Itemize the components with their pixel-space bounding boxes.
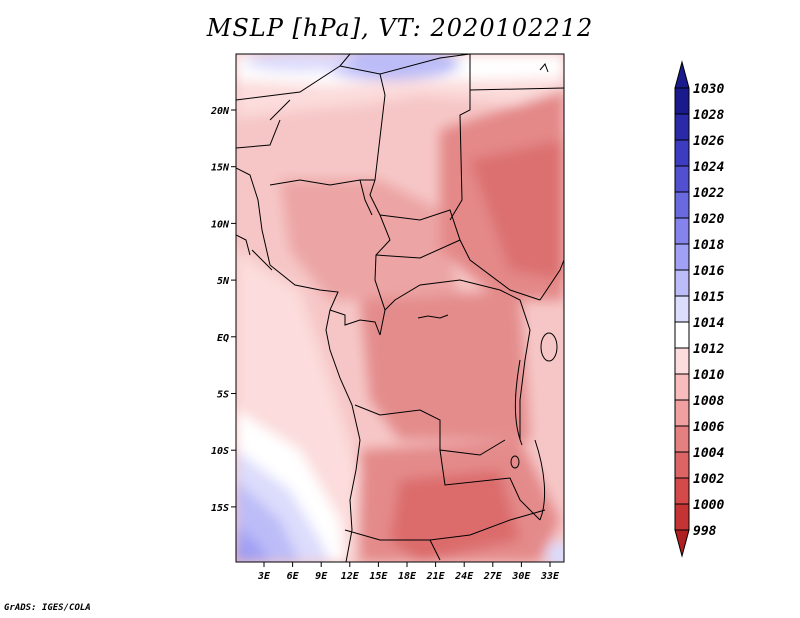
lon-tick-label: 9E: [315, 571, 328, 582]
colorbar-level-label: 1012: [693, 342, 724, 357]
lon-tick-label: 27E: [483, 571, 503, 582]
lat-tick-label: 20N: [210, 106, 230, 117]
colorbar-segment: [674, 243, 690, 271]
colorbar-segment: [674, 87, 690, 115]
colorbar-level-label: 1024: [693, 160, 724, 175]
colorbar-level-label: 1002: [693, 472, 724, 487]
colorbar-segment: [674, 425, 690, 453]
lat-tick-label: 15N: [211, 163, 230, 174]
lon-tick-label: 18E: [398, 571, 417, 582]
colorbar-level-label: 1018: [693, 238, 724, 253]
colorbar-segment: [674, 165, 690, 193]
coastlines-borders: [236, 54, 564, 562]
lat-tick-label: 15S: [211, 503, 229, 514]
lon-tick-label: 15E: [369, 571, 388, 582]
colorbar-level-label: 1010: [693, 368, 724, 383]
colorbar-level-label: 1008: [693, 394, 724, 409]
lat-tick-label: 5S: [217, 390, 229, 401]
colorbar-segment: [674, 373, 690, 401]
lat-tick-label: 5N: [217, 276, 230, 287]
colorbar: 1030 1028 1026 1024 1022 1020 1018 1016 1015 1014…: [674, 60, 724, 558]
lon-tick-label: 21E: [426, 571, 446, 582]
colorbar-level-label: 1004: [693, 446, 724, 461]
lon-tick-label: 3E: [257, 571, 271, 582]
colorbar-segment: [674, 347, 690, 375]
colorbar-level-label: 1015: [693, 290, 724, 305]
colorbar-segment: [674, 191, 690, 219]
colorbar-level-label: 1030: [693, 82, 724, 97]
colorbar-segment: [674, 451, 690, 479]
colorbar-segment: [674, 399, 690, 427]
colorbar-segment: [674, 503, 690, 531]
lon-tick-label: 33E: [540, 571, 560, 582]
lon-tick-label: 30E: [511, 571, 531, 582]
colorbar-level-label: 1020: [693, 212, 724, 227]
colorbar-level-label: 1014: [693, 316, 724, 331]
colorbar-segment: [674, 139, 690, 167]
lat-tick-label: EQ: [217, 333, 229, 344]
map-frame: [235, 53, 565, 563]
colorbar-bottom-arrow: [674, 529, 690, 558]
latitude-axis: 20N 15N 10N 5N EQ 5S 10S 15S: [210, 106, 236, 514]
colorbar-level-label: 1022: [693, 186, 724, 201]
colorbar-segment: [674, 321, 690, 349]
map-title: MSLP [hPa], VT: 2020102212: [206, 14, 594, 42]
colorbar-level-label: 1000: [693, 498, 724, 513]
colorbar-segment: [674, 269, 690, 297]
colorbar-level-label: 1006: [693, 420, 724, 435]
lat-tick-label: 10N: [211, 219, 230, 230]
colorbar-segment: [674, 477, 690, 505]
colorbar-level-label: 1016: [693, 264, 724, 279]
lon-tick-label: 12E: [341, 571, 360, 582]
colorbar-segment: [674, 295, 690, 323]
lat-tick-label: 10S: [211, 446, 229, 457]
lon-tick-label: 6E: [287, 571, 300, 582]
colorbar-level-label: 1026: [693, 134, 724, 149]
grads-credit: GrADS: IGES/COLA: [4, 603, 91, 613]
colorbar-segment: [674, 217, 690, 245]
colorbar-top-arrow: [674, 60, 690, 89]
colorbar-segment: [674, 113, 690, 141]
pressure-field: [236, 54, 564, 562]
colorbar-level-label: 1028: [693, 108, 724, 123]
lon-tick-label: 24E: [454, 571, 474, 582]
longitude-axis: 3E 6E 9E 12E 15E 18E 21E 24E 27E 30E 33E: [257, 562, 560, 582]
colorbar-level-label: 998: [693, 524, 717, 539]
